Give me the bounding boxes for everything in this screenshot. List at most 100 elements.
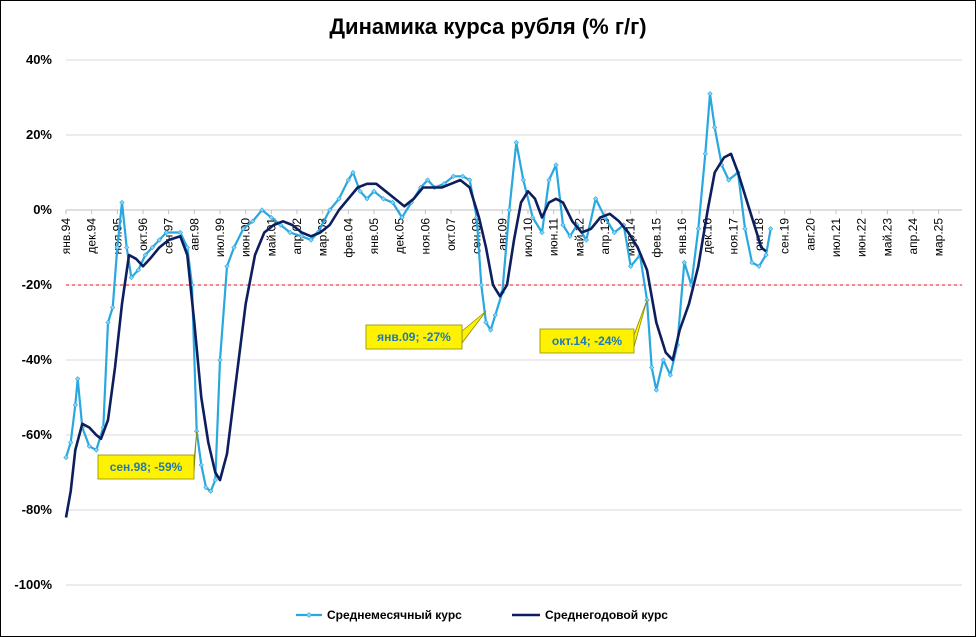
x-tick-label: фев.04 <box>341 218 355 258</box>
series-point <box>68 439 74 446</box>
series-point <box>653 387 659 393</box>
series-point <box>86 443 92 449</box>
series-point <box>105 319 111 326</box>
x-tick-label: июн.11 <box>547 218 561 256</box>
y-tick-label: -100% <box>14 577 52 592</box>
x-axis-ticks: янв.94 дек.94 ноя.95 окт.96 сен.97 авг.98 июл.… <box>59 210 946 258</box>
series-point <box>695 226 701 232</box>
series-point <box>380 196 386 202</box>
series-point <box>208 488 214 494</box>
series-point <box>467 177 473 183</box>
series-point <box>299 233 305 239</box>
series-point <box>749 259 755 266</box>
series-lines <box>63 91 774 518</box>
legend: Среднемесячный курс Среднегодовой курс <box>296 608 668 622</box>
y-tick-label: 0% <box>33 202 52 217</box>
series-point <box>240 226 246 232</box>
series-point <box>63 454 69 461</box>
series-point <box>567 233 573 239</box>
callout-pointer <box>461 310 487 345</box>
x-tick-label: ноя.17 <box>726 218 740 255</box>
series-point <box>142 252 148 258</box>
x-tick-label: июл.10 <box>521 218 535 257</box>
series-point <box>539 229 545 236</box>
series-point <box>217 357 223 363</box>
series-point <box>72 402 78 408</box>
series-point <box>177 229 183 236</box>
x-tick-label: янв.05 <box>367 218 381 255</box>
gridlines <box>66 59 962 586</box>
series-point <box>756 263 762 269</box>
series-point <box>128 274 134 281</box>
x-tick-label: сен.19 <box>778 218 792 254</box>
x-tick-label: авг.20 <box>803 218 817 251</box>
series-point <box>628 263 634 269</box>
series-point <box>184 244 190 251</box>
series-point <box>371 188 377 194</box>
x-tick-label: май.01 <box>264 218 278 257</box>
callout-box <box>539 328 635 354</box>
series-point <box>425 177 431 183</box>
series-point <box>649 364 655 371</box>
series-point <box>742 226 748 232</box>
series-point <box>553 162 559 168</box>
series-point <box>702 151 708 157</box>
series-point <box>660 357 666 363</box>
series-point <box>513 139 519 146</box>
series-point <box>520 177 526 183</box>
series-point <box>119 199 125 206</box>
series-point <box>583 237 589 243</box>
x-tick-label: окт.96 <box>136 218 150 251</box>
y-tick-label: 20% <box>26 127 52 142</box>
x-tick-label: янв.16 <box>675 218 689 255</box>
series-point <box>488 327 494 333</box>
callout-2: янв.09; -27% <box>365 310 487 350</box>
series-point <box>268 214 274 221</box>
series-point <box>611 229 617 236</box>
series-point <box>93 447 99 453</box>
series-point <box>707 91 713 97</box>
x-tick-label: дек.94 <box>85 218 99 254</box>
legend-marker <box>306 612 312 618</box>
x-tick-label: сен.97 <box>162 218 176 254</box>
y-tick-label: -80% <box>22 502 53 517</box>
series-point <box>763 252 769 258</box>
callouts: сен.98; -59% янв.09; -27% окт.14; -24% <box>97 299 648 480</box>
x-tick-label: янв.94 <box>59 218 73 255</box>
series-point <box>450 173 456 179</box>
series-point <box>110 304 116 311</box>
series-point <box>492 312 498 318</box>
series-point <box>560 222 566 228</box>
x-tick-label: фев.15 <box>649 218 663 258</box>
series-point <box>250 218 256 224</box>
y-tick-label: -20% <box>22 277 53 292</box>
legend-item-1: Среднемесячный курс <box>296 608 462 622</box>
y-tick-label: -60% <box>22 427 53 442</box>
legend-item-2: Среднегодовой курс <box>512 608 668 622</box>
x-tick-label: июн.22 <box>855 218 869 257</box>
series-point <box>149 244 155 251</box>
y-tick-label: 40% <box>26 52 52 67</box>
callout-pointer <box>633 299 648 348</box>
y-axis-ticks: 40% 20% 0% -20% -40% -60% -80% -100% <box>14 52 52 592</box>
series-point <box>460 173 466 179</box>
series-line-1 <box>64 92 772 493</box>
callout-1: сен.98; -59% <box>97 431 198 480</box>
callout-box <box>97 454 195 480</box>
series-point <box>224 263 230 269</box>
series-point <box>593 196 599 202</box>
series-point <box>114 244 120 251</box>
series-point <box>483 319 489 326</box>
series-point <box>681 259 687 266</box>
x-tick-label: июл.21 <box>829 218 843 257</box>
series-point <box>345 177 351 183</box>
series-point <box>135 267 141 273</box>
series-point <box>308 237 314 243</box>
series-point <box>546 177 552 183</box>
chart-title: Динамика курса рубля (% г/г) <box>329 14 647 39</box>
callout-box <box>365 324 463 350</box>
x-tick-label: окт.07 <box>444 218 458 251</box>
series-point <box>198 462 204 468</box>
series-point <box>712 124 718 131</box>
